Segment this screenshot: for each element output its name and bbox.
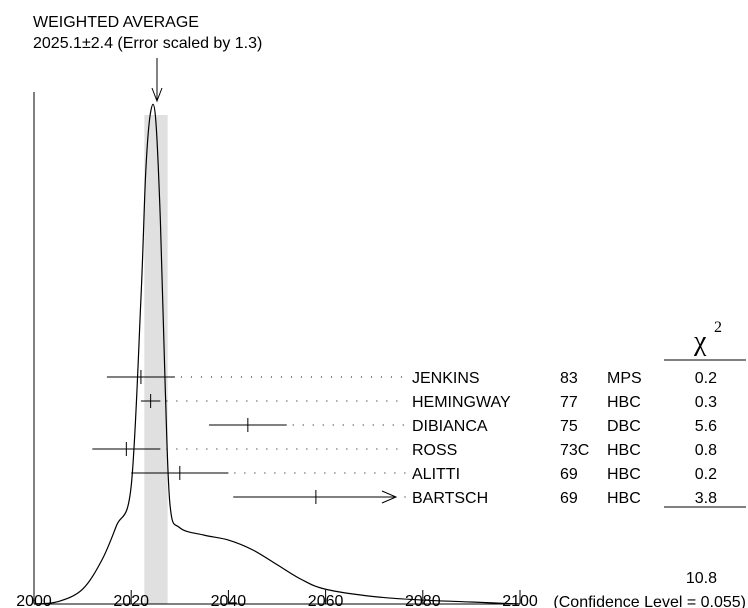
measurement-name: JENKINS [412,370,480,387]
measurement-year: 69 [560,490,578,507]
x-tick-label: 2040 [211,593,247,608]
chi2-value: 5.6 [695,418,717,435]
chi2-column: χ 2 0.2 0.3 5.6 0.8 0.2 3.8 [664,319,746,508]
confidence-level: (Confidence Level = 0.055) [553,594,746,608]
measurement-hemingway: HEMINGWAY 77 HBC [140,394,641,411]
chart-title: WEIGHTED AVERAGE [33,14,199,31]
measurement-technique: MPS [607,370,642,387]
measurement-dibianca: DIBIANCA 75 DBC [208,418,641,435]
measurement-year: 69 [560,466,578,483]
x-axis: 2000 2020 2040 2060 2080 2100 [16,92,538,608]
measurement-jenkins: JENKINS 83 MPS [106,370,642,387]
measurement-technique: DBC [607,418,641,435]
chi2-value: 0.2 [695,370,717,387]
chi2-total: 10.8 [686,570,717,587]
chi2-value: 3.8 [695,490,717,507]
measurement-technique: HBC [607,442,641,459]
ideogram-curve [33,103,521,605]
measurement-name: ROSS [412,442,457,459]
measurement-technique: HBC [607,394,641,411]
measurement-name: ALITTI [412,466,460,483]
chi2-value: 0.2 [695,466,717,483]
measurement-year: 77 [560,394,578,411]
measurement-name: DIBIANCA [412,418,488,435]
average-band [144,115,168,604]
ideogram-curve-layer [33,103,521,605]
measurement-alitti: ALITTI 69 HBC [131,466,641,483]
x-tick-label: 2000 [16,593,52,608]
chart-subtitle: 2025.1±2.4 (Error scaled by 1.3) [33,35,262,52]
x-tick-label: 2060 [308,593,344,608]
weighted-average-arrow [151,58,163,103]
measurement-technique: HBC [607,490,641,507]
x-tick-label: 2100 [502,593,538,608]
measurement-technique: HBC [607,466,641,483]
weighted-average-band [144,115,168,604]
measurement-year: 75 [560,418,578,435]
measurement-name: BARTSCH [412,490,488,507]
chi2-value: 0.3 [695,394,717,411]
average-arrow-head [151,87,163,103]
chi2-header: χ [693,326,707,357]
chi2-value: 0.8 [695,442,717,459]
x-tick-label: 2020 [113,593,149,608]
measurement-year: 83 [560,370,578,387]
chi2-header-superscript: 2 [714,319,722,336]
measurement-year: 73C [560,442,589,459]
measurements-layer: JENKINS 83 MPS HEMINGWAY 77 HBC DIBIANCA 75 DBC R… [92,370,642,507]
measurement-ross: ROSS 73C HBC [92,442,641,459]
error-bar-arrow [381,490,398,504]
measurement-bartsch: BARTSCH 69 HBC [233,490,641,507]
measurement-name: HEMINGWAY [412,394,511,411]
